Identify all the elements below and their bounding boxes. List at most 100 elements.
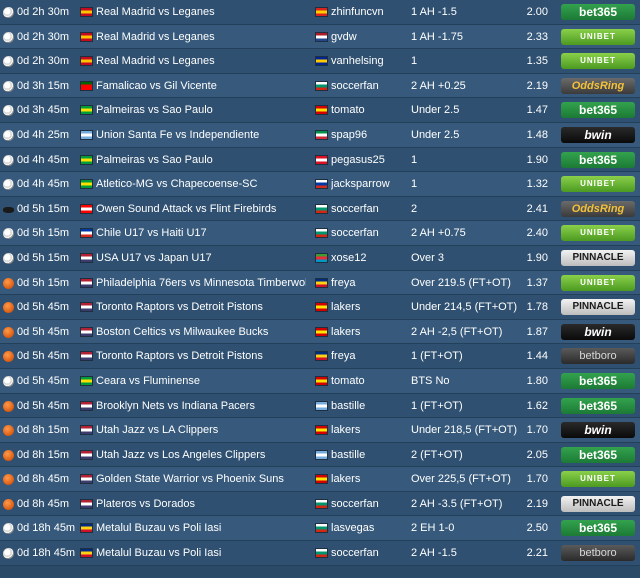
event-link[interactable]: Famalicao vs Gil Vicente bbox=[96, 79, 217, 92]
tipster-link[interactable]: vanhelsing bbox=[331, 55, 384, 68]
event-link[interactable]: Real Madrid vs Leganes bbox=[96, 55, 215, 68]
event-link[interactable]: Palmeiras vs Sao Paulo bbox=[96, 104, 213, 117]
tip-row[interactable]: 0d 5h 45m Ceara vs Fluminense tomato BTS No… bbox=[0, 368, 640, 394]
bookmaker-logo-button[interactable]: OddsRing bbox=[561, 200, 635, 217]
tip-row[interactable]: 0d 2h 30m Real Madrid vs Leganes vanhelsin… bbox=[0, 49, 640, 74]
tipster-link[interactable]: soccerfan bbox=[331, 227, 379, 240]
tipster-link[interactable]: tomato bbox=[331, 374, 365, 387]
tipster-link[interactable]: lakers bbox=[331, 473, 361, 486]
tip-row[interactable]: 0d 5h 15m USA U17 vs Japan U17 xose12 Over … bbox=[0, 245, 640, 271]
event-link[interactable]: Brooklyn Nets vs Indiana Pacers bbox=[96, 399, 255, 412]
bookmaker-logo-button[interactable]: UNIBET bbox=[561, 225, 635, 242]
bookmaker-logo-button[interactable]: bet365 bbox=[561, 4, 635, 20]
bookmaker-logo-button[interactable]: bwin bbox=[561, 323, 635, 340]
bookmaker-logo-button[interactable]: bet365 bbox=[561, 397, 635, 414]
tipster-link[interactable]: jacksparrow bbox=[331, 178, 390, 191]
bookmaker-logo-button[interactable]: PINNACLE bbox=[561, 249, 635, 266]
odds-value: 2.19 bbox=[526, 497, 548, 510]
tip-row[interactable]: 0d 2h 30m Real Madrid vs Leganes gvdw 1 AH … bbox=[0, 24, 640, 50]
event-link[interactable]: Utah Jazz vs Los Angeles Clippers bbox=[96, 448, 266, 461]
tipster-link[interactable]: pegasus25 bbox=[331, 153, 385, 166]
odds-value: 1.87 bbox=[526, 325, 548, 338]
tip-row[interactable]: 0d 5h 45m Toronto Raptors vs Detroit Pist… bbox=[0, 295, 640, 320]
event-link[interactable]: Palmeiras vs Sao Paulo bbox=[96, 153, 213, 166]
event-link[interactable]: Utah Jazz vs LA Clippers bbox=[96, 424, 219, 437]
tipster-link[interactable]: lasvegas bbox=[331, 522, 375, 535]
event-link[interactable]: Toronto Raptors vs Detroit Pistons bbox=[96, 301, 263, 314]
tip-row[interactable]: 0d 3h 45m Palmeiras vs Sao Paulo tomato Und… bbox=[0, 98, 640, 123]
tip-row[interactable]: 0d 5h 15m Owen Sound Attack vs Flint Fire… bbox=[0, 196, 640, 222]
event-link[interactable]: Union Santa Fe vs Independiente bbox=[96, 128, 260, 141]
tipster-link[interactable]: zhinfuncvn bbox=[331, 6, 384, 18]
event-link[interactable]: Metalul Buzau vs Poli Iasi bbox=[96, 522, 222, 535]
event-link[interactable]: Real Madrid vs Leganes bbox=[96, 6, 215, 18]
tip-row[interactable]: 0d 5h 45m Brooklyn Nets vs Indiana Pacers… bbox=[0, 393, 640, 419]
tipster-link[interactable]: spap96 bbox=[331, 128, 368, 141]
tip-row[interactable]: 0d 5h 15m Chile U17 vs Haiti U17 soccerfan… bbox=[0, 221, 640, 246]
tip-row[interactable]: 0d 8h 45m Golden State Warrior vs Phoenix… bbox=[0, 467, 640, 492]
tip-row[interactable]: 0d 4h 45m Palmeiras vs Sao Paulo pegasus25… bbox=[0, 147, 640, 173]
tip-row[interactable]: 0d 18h 45m Metalul Buzau vs Poli Iasi socc… bbox=[0, 541, 640, 566]
tipster-link[interactable]: bastille bbox=[331, 448, 366, 461]
bookmaker-logo-button[interactable]: bwin bbox=[561, 126, 635, 143]
tip-row[interactable]: 0d 3h 15m Famalicao vs Gil Vicente soccerf… bbox=[0, 73, 640, 99]
bookmaker-logo-button[interactable]: UNIBET bbox=[561, 471, 635, 488]
bookmaker-logo-button[interactable]: betboro bbox=[561, 348, 635, 365]
tipster-link[interactable]: tomato bbox=[331, 104, 365, 117]
event-link[interactable]: Golden State Warrior vs Phoenix Suns bbox=[96, 473, 284, 486]
tipster-link[interactable]: lakers bbox=[331, 424, 361, 437]
tip-row[interactable]: 0d 5h 45m Toronto Raptors vs Detroit Pist… bbox=[0, 344, 640, 369]
event-link[interactable]: Philadelphia 76ers vs Minnesota Timberwo… bbox=[96, 276, 306, 289]
event-link[interactable]: Metalul Buzau vs Poli Iasi bbox=[96, 547, 222, 560]
odds-value: 1.78 bbox=[526, 301, 548, 314]
tip-row[interactable]: 0d 2h 30m Real Madrid vs Leganes zhinfuncv… bbox=[0, 0, 640, 25]
event-link[interactable]: Owen Sound Attack vs Flint Firebirds bbox=[96, 202, 277, 215]
tipster-link[interactable]: bastille bbox=[331, 399, 366, 412]
event-link[interactable]: Real Madrid vs Leganes bbox=[96, 30, 215, 43]
tip-row[interactable]: 0d 4h 25m Union Santa Fe vs Independiente… bbox=[0, 122, 640, 148]
tipster-flag-icon bbox=[315, 228, 328, 239]
event-link[interactable]: USA U17 vs Japan U17 bbox=[96, 251, 212, 264]
tipster-link[interactable]: freya bbox=[331, 350, 356, 363]
bookmaker-logo-button[interactable]: UNIBET bbox=[561, 176, 635, 193]
bookmaker-logo-button[interactable]: bet365 bbox=[561, 151, 635, 168]
tipster-link[interactable]: soccerfan bbox=[331, 497, 379, 510]
bookmaker-logo-button[interactable]: bwin bbox=[561, 422, 635, 439]
event-link[interactable]: Plateros vs Dorados bbox=[96, 497, 196, 510]
tip-row[interactable]: 0d 8h 45m Plateros vs Dorados soccerfan 2 A… bbox=[0, 491, 640, 517]
bookmaker-logo-button[interactable]: OddsRing bbox=[561, 77, 635, 94]
event-link[interactable]: Atletico-MG vs Chapecoense-SC bbox=[96, 178, 258, 191]
tip-row[interactable]: 0d 18h 45m Metalul Buzau vs Poli Iasi lasv… bbox=[0, 516, 640, 542]
tipster-link[interactable]: soccerfan bbox=[331, 79, 379, 92]
time-left: 0d 2h 30m bbox=[17, 30, 69, 43]
tipster-link[interactable]: lakers bbox=[331, 301, 361, 314]
event-link[interactable]: Chile U17 vs Haiti U17 bbox=[96, 227, 207, 240]
bookmaker-logo-button[interactable]: bet365 bbox=[561, 372, 635, 389]
tip-row[interactable]: 0d 4h 45m Atletico-MG vs Chapecoense-SC ja… bbox=[0, 172, 640, 197]
tipster-link[interactable]: freya bbox=[331, 276, 356, 289]
event-link[interactable]: Boston Celtics vs Milwaukee Bucks bbox=[96, 325, 269, 338]
tip-row[interactable]: 0d 5h 45m Boston Celtics vs Milwaukee Buc… bbox=[0, 319, 640, 345]
bookmaker-logo-button[interactable]: PINNACLE bbox=[561, 299, 635, 316]
bookmaker-logo-button[interactable]: UNIBET bbox=[561, 274, 635, 291]
bookmaker-logo-button[interactable]: betboro bbox=[561, 545, 635, 562]
tipster-link[interactable]: lakers bbox=[331, 325, 361, 338]
tip-row[interactable]: 0d 5h 15m Philadelphia 76ers vs Minnesota… bbox=[0, 270, 640, 296]
tipster-flag-icon bbox=[315, 7, 328, 17]
tip-row[interactable]: 0d 8h 15m Utah Jazz vs Los Angeles Clippe… bbox=[0, 442, 640, 468]
tipster-link[interactable]: gvdw bbox=[331, 30, 357, 43]
soccer-icon bbox=[3, 228, 14, 240]
bookmaker-logo-button[interactable]: bet365 bbox=[561, 446, 635, 463]
tip-row[interactable]: 0d 8h 15m Utah Jazz vs LA Clippers lakers U… bbox=[0, 418, 640, 443]
bookmaker-logo-button[interactable]: UNIBET bbox=[561, 28, 635, 45]
bookmaker-logo-button[interactable]: bet365 bbox=[561, 102, 635, 119]
tips-table: 0d 2h 30m Real Madrid vs Leganes zhinfuncv… bbox=[0, 0, 640, 566]
tipster-link[interactable]: soccerfan bbox=[331, 202, 379, 215]
tipster-link[interactable]: soccerfan bbox=[331, 547, 379, 560]
tipster-link[interactable]: xose12 bbox=[331, 251, 367, 264]
bookmaker-logo-button[interactable]: bet365 bbox=[561, 520, 635, 537]
bookmaker-logo-button[interactable]: UNIBET bbox=[561, 53, 635, 70]
bookmaker-logo-button[interactable]: PINNACLE bbox=[561, 495, 635, 512]
event-link[interactable]: Ceara vs Fluminense bbox=[96, 374, 200, 387]
event-link[interactable]: Toronto Raptors vs Detroit Pistons bbox=[96, 350, 263, 363]
